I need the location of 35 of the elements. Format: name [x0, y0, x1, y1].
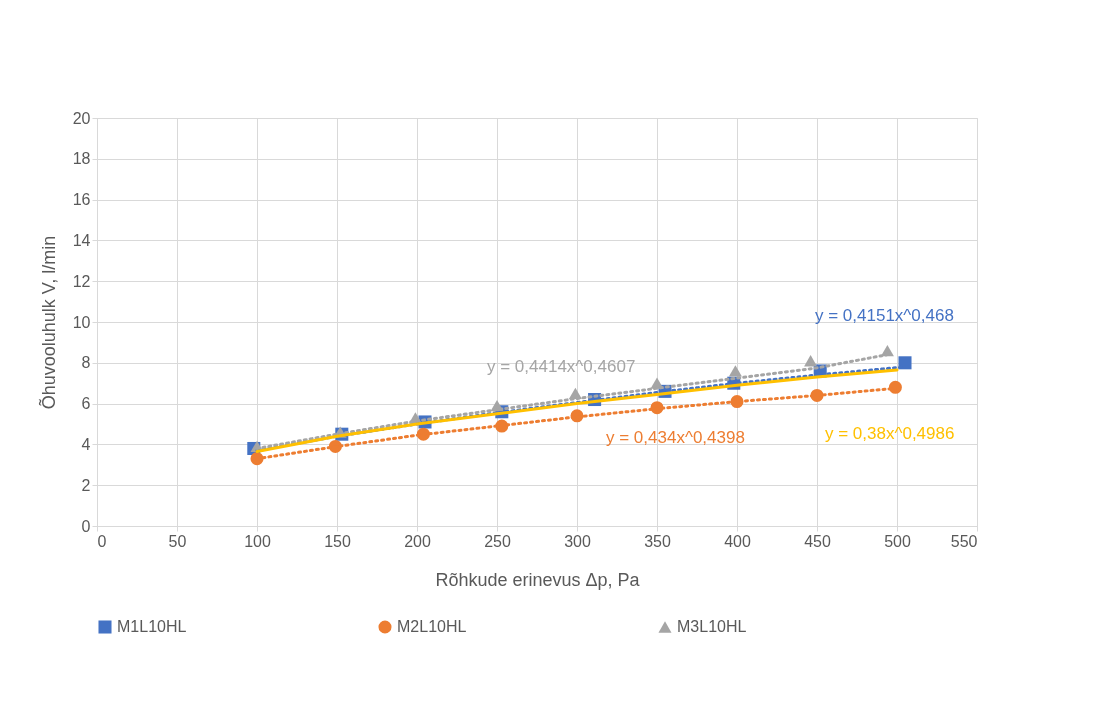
y-tick-label: 8: [81, 354, 91, 372]
point: [804, 355, 818, 367]
x-tick-label: 400: [724, 532, 751, 550]
x-axis-title: Rõhkude erinevus Δp, Pa: [435, 569, 641, 590]
x-tick-label: 550: [950, 532, 978, 550]
annotation: y = 0,38x^0,4986: [825, 424, 955, 443]
y-tick-label: 18: [72, 150, 91, 168]
y-tick-label: 12: [72, 272, 91, 290]
x-tick-label: 300: [564, 532, 591, 550]
annotation: y = 0,4414x^0,4607: [487, 357, 636, 376]
legend-label: M2L10HL: [397, 618, 467, 635]
y-tick-label: 14: [72, 231, 91, 249]
x-tick-label: 150: [324, 532, 351, 550]
y-tick-label: 4: [81, 435, 91, 453]
legend-label: M3L10HL: [677, 618, 747, 635]
y-tick-label: 0: [81, 517, 91, 535]
annotation: y = 0,4151x^0,468: [815, 306, 954, 325]
x-tick-label: 450: [804, 532, 831, 550]
legend-label: M1L10HL: [117, 618, 187, 635]
annotation: y = 0,434x^0,4398: [606, 428, 745, 447]
x-tick-label: 200: [404, 532, 431, 550]
y-tick-label: 16: [72, 191, 91, 209]
x-tick-label: 350: [644, 532, 671, 550]
x-tick-label: 500: [884, 532, 911, 550]
y-tick-label: 10: [72, 313, 91, 331]
y-tick-label: 6: [81, 395, 91, 413]
x-tick-label: 100: [244, 532, 271, 550]
y-tick-label: 20: [72, 109, 91, 127]
x-tick-label: 0: [97, 532, 107, 550]
y-axis-title: Õhuvooluhulk V, l/min: [37, 235, 59, 410]
point: [728, 365, 742, 377]
y-tick-label: 2: [81, 476, 91, 494]
x-tick-label: 250: [484, 532, 511, 550]
x-tick-label: 50: [168, 532, 187, 550]
point: [898, 356, 912, 370]
